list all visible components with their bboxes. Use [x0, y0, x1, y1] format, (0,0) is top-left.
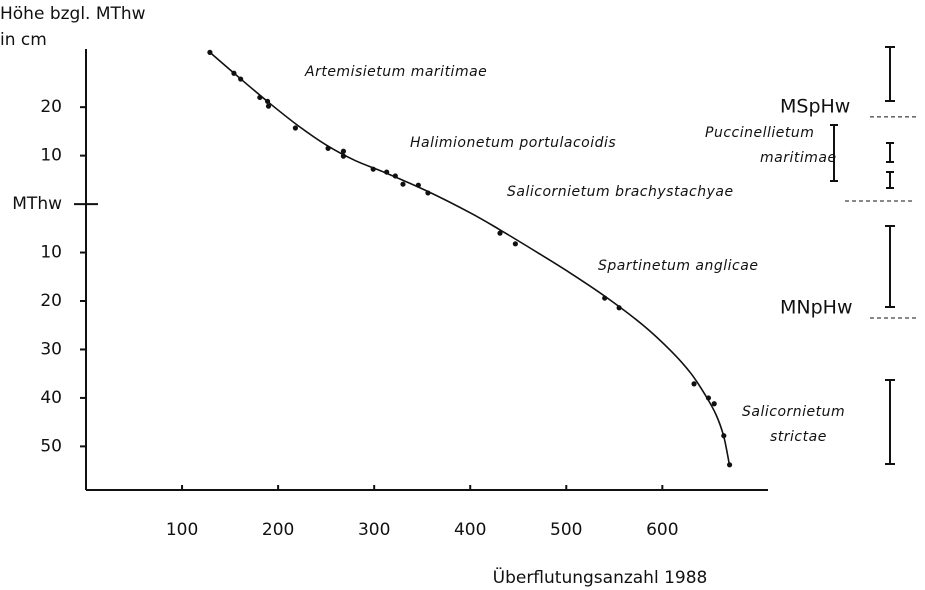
x-tick-label: 300: [358, 520, 390, 540]
point: [400, 181, 406, 187]
point: [265, 103, 272, 109]
x-axis-label: Überflutungsanzahl 1988: [493, 566, 708, 588]
y-tick-label: 10: [40, 146, 62, 166]
reference-label: MSpHw: [780, 95, 850, 117]
point: [711, 401, 717, 407]
annotation: Puccinellietum: [705, 125, 814, 141]
y-tick-label: 10: [40, 243, 62, 263]
reference-label: MNpHw: [780, 296, 853, 318]
annotation: strictae: [770, 429, 827, 445]
y-axis-label: in cm: [0, 30, 47, 50]
y-tick-label: 20: [40, 97, 62, 117]
y-tick-label: MThw: [12, 194, 62, 214]
point: [292, 125, 299, 131]
x-tick-label: 400: [454, 520, 486, 540]
point: [691, 381, 697, 387]
point: [497, 230, 503, 236]
zone-brackets: [830, 46, 915, 465]
point: [512, 241, 518, 247]
fit-curve: [209, 51, 731, 466]
annotation: maritimae: [760, 150, 837, 166]
y-tick-label: 30: [40, 339, 62, 359]
x-tick-label: 200: [262, 520, 294, 540]
y-axis-label: Höhe bzgl. MThw: [0, 4, 146, 24]
y-tick-label: 20: [40, 291, 62, 311]
x-tick-label: 500: [550, 520, 582, 540]
annotation: Salicornietum: [742, 404, 845, 420]
x-tick-label: 600: [646, 520, 678, 540]
annotation: Halimionetum portulacoidis: [410, 135, 616, 151]
annotation: Salicornietum brachystachyae: [507, 184, 734, 200]
x-tick-label: 100: [166, 520, 198, 540]
point: [340, 148, 347, 154]
y-tick-label: 40: [40, 388, 62, 408]
y-tick-label: 50: [40, 436, 62, 456]
annotation: Artemisietum maritimae: [304, 64, 487, 80]
annotation: Spartinetum anglicae: [598, 258, 758, 274]
